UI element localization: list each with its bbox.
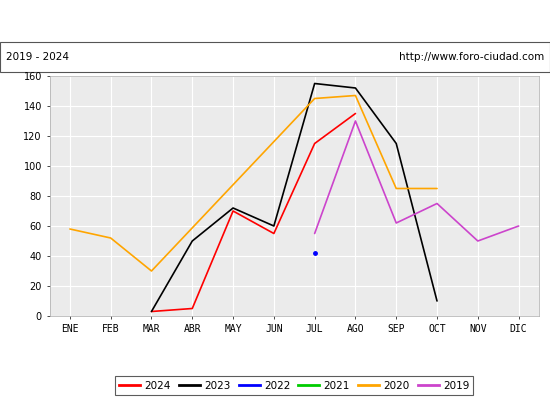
Text: 2019 - 2024: 2019 - 2024 <box>6 52 69 62</box>
Text: Evolucion Nº Turistas Extranjeros en el municipio de Yésero: Evolucion Nº Turistas Extranjeros en el … <box>52 14 498 28</box>
Legend: 2024, 2023, 2022, 2021, 2020, 2019: 2024, 2023, 2022, 2021, 2020, 2019 <box>115 376 474 395</box>
Text: http://www.foro-ciudad.com: http://www.foro-ciudad.com <box>399 52 544 62</box>
